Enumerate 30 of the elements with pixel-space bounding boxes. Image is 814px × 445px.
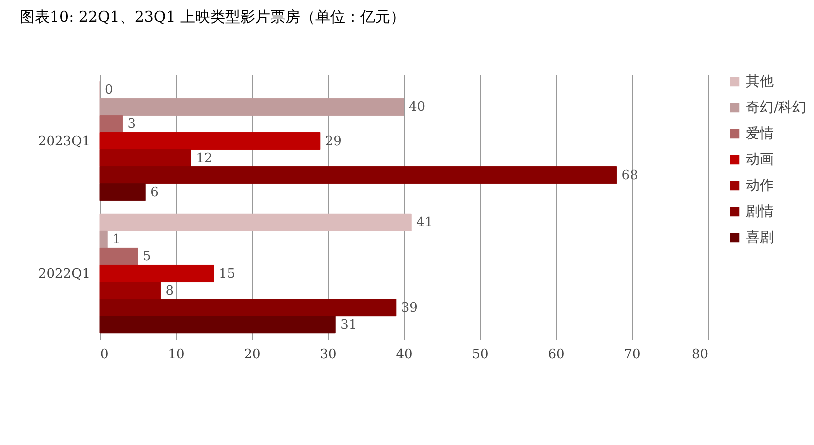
data-label: 5 bbox=[143, 250, 152, 265]
data-label: 3 bbox=[128, 117, 136, 132]
data-label: 31 bbox=[340, 318, 358, 333]
x-tick-label: 50 bbox=[472, 348, 489, 362]
data-label: 1 bbox=[112, 232, 121, 248]
data-label: 8 bbox=[166, 284, 174, 299]
x-tick-label: 40 bbox=[396, 348, 413, 362]
x-tick-label: 80 bbox=[692, 348, 708, 362]
legend-label: 动画 bbox=[746, 152, 774, 168]
legend-label: 奇幻/科幻 bbox=[746, 100, 807, 116]
legend-label: 动作 bbox=[746, 178, 774, 194]
legend-label: 剧情 bbox=[746, 204, 774, 220]
x-tick-label: 60 bbox=[548, 348, 565, 362]
data-label: 6 bbox=[150, 185, 159, 200]
x-tick-label: 20 bbox=[244, 348, 261, 362]
chart-title: 图表10: 22Q1、23Q1 上映类型影片票房（单位：亿元） bbox=[20, 8, 406, 26]
data-label: 15 bbox=[219, 266, 236, 282]
data-label: 12 bbox=[196, 151, 213, 166]
data-label: 40 bbox=[409, 100, 426, 116]
y-tick-label: 2023Q1 bbox=[38, 134, 90, 150]
legend-label: 爱情 bbox=[746, 126, 774, 142]
data-label: 41 bbox=[416, 216, 434, 231]
y-tick-label: 2022Q1 bbox=[38, 266, 90, 282]
x-tick-label: 0 bbox=[100, 348, 109, 362]
x-tick-label: 30 bbox=[320, 348, 337, 362]
legend-label: 其他 bbox=[746, 74, 774, 90]
data-label: 0 bbox=[105, 83, 114, 98]
legend-label: 喜剧 bbox=[746, 230, 774, 246]
x-tick-label: 70 bbox=[624, 348, 641, 362]
x-tick-label: 10 bbox=[168, 348, 185, 362]
